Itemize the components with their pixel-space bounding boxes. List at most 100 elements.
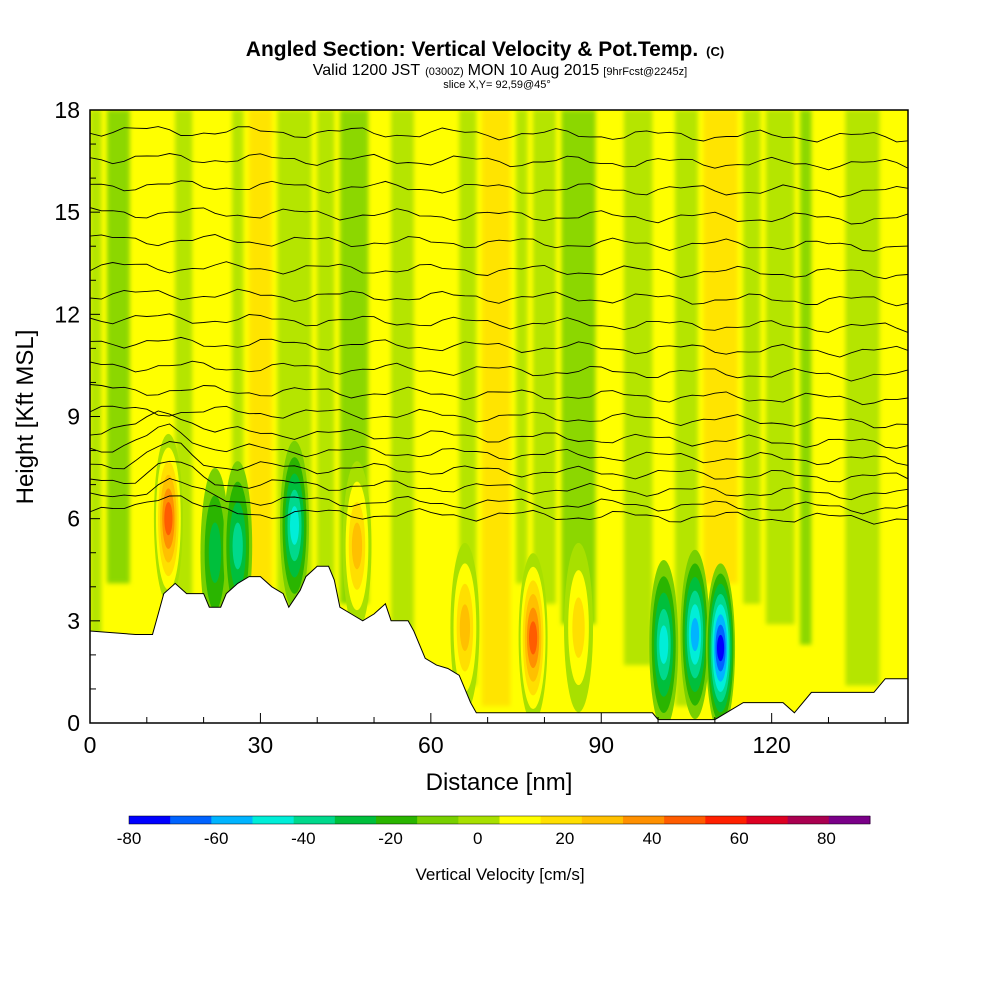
y-tick-label: 0 [67,710,80,736]
colorbar-swatch [417,816,459,824]
velocity-cell [659,625,669,665]
isentrope-line [90,460,908,501]
terrain [90,565,908,723]
colorbar-swatch [623,816,665,824]
x-tick-label: 60 [418,732,444,758]
colorbar: -80 -60 -40 -20 0 20 40 60 80 [117,815,871,848]
colorbar-swatch [376,816,418,824]
velocity-stripe [743,110,761,604]
isentrope-line [90,234,908,252]
velocity-stripes [90,110,880,706]
x-tick-label: 120 [752,732,790,758]
isentrope-line [90,360,908,382]
velocity-cell [459,604,471,652]
isentrope-line [90,153,908,171]
colorbar-tick-label: 60 [730,829,749,848]
velocity-stripe [232,110,244,666]
isentrope-line [90,384,908,406]
velocity-stripe [459,110,477,686]
colorbar-swatch [458,816,500,824]
velocity-cell [572,597,585,658]
x-tick-label: 30 [248,732,274,758]
velocity-stripe [516,110,528,584]
isentrope-line [90,126,908,143]
velocity-cell [208,522,222,583]
colorbar-tick-label: 80 [817,829,836,848]
colorbar-label: Vertical Velocity [cm/s] [415,865,584,884]
colorbar-swatch [170,816,212,824]
y-tick-label: 9 [67,404,80,430]
colorbar-tick-label: -80 [117,829,142,848]
velocity-stripe [90,110,102,706]
chart-slice-info: slice X,Y= 92,59@45° [443,79,551,91]
isentrope-line [90,478,908,515]
colorbar-swatch [581,816,624,824]
y-tick-label: 15 [54,199,80,225]
chart-subtitle: Valid 1200 JST (0300Z) MON 10 Aug 2015 [9hr… [313,62,687,79]
velocity-stripe [561,110,596,625]
velocity-cells [153,433,736,723]
isentrope-line [90,261,908,280]
velocity-cell [690,617,700,652]
colorbar-tick-label: -60 [204,829,229,848]
y-axis-label: Height [Kft MSL] [12,330,39,505]
colorbar-swatch [334,816,377,824]
x-axis: 0 30 60 90 120 [84,713,886,758]
velocity-cell [232,522,243,570]
x-tick-label: 0 [84,732,97,758]
velocity-cell [290,506,299,545]
colorbar-swatch [211,816,253,824]
colorbar-tick-label: -40 [291,829,316,848]
x-axis-label: Distance [nm] [426,769,573,796]
velocity-stripe [845,110,880,686]
colorbar-swatch [540,816,583,824]
colorbar-swatch [828,816,871,824]
velocity-stripe [481,110,511,706]
x-tick-label: 90 [588,732,614,758]
colorbar-tick-label: -20 [378,829,403,848]
y-tick-label: 3 [67,608,80,634]
colorbar-swatch [746,816,789,824]
isentrope-line [90,288,908,307]
velocity-stripe [765,110,795,625]
velocity-stripe [533,110,556,604]
colorbar-swatch [705,816,747,824]
velocity-stripe [391,110,414,645]
colorbar-tick-label: 0 [473,829,482,848]
isentrope-line [90,180,908,198]
chart-title: Angled Section: Vertical Velocity & Pot.… [246,38,724,61]
colorbar-frame [128,815,871,825]
isentrope-line [90,207,908,225]
isentrope-line [90,336,908,358]
velocity-cell [351,522,363,570]
isentrope-line [90,405,908,429]
colorbar-swatch [499,816,542,824]
velocity-stripe [249,110,272,686]
colorbar-tick-label: 40 [643,829,662,848]
colorbar-swatch [129,816,171,824]
y-tick-label: 12 [54,301,80,327]
plot-area [90,110,908,723]
velocity-cell [164,502,173,536]
velocity-stripe [800,110,812,645]
velocity-stripe [623,110,653,666]
isentrope-line [90,410,908,449]
potential-temperature-isentropes [90,126,908,525]
colorbar-tick-label: 20 [555,829,574,848]
velocity-cell [529,621,538,655]
isentrope-line [90,313,908,333]
isentrope-line [90,441,908,483]
colorbar-swatch [293,816,336,824]
colorbar-swatch [252,816,295,824]
colorbar-swatch [664,816,706,824]
velocity-stripe [317,110,335,584]
y-tick-label: 18 [54,97,80,123]
y-tick-label: 6 [67,506,80,532]
velocity-cell [716,634,725,662]
isentrope-line [90,495,908,525]
colorbar-swatch [787,816,830,824]
velocity-stripe [703,110,738,584]
isentrope-line [90,423,908,466]
y-axis: 0 3 6 9 12 15 18 [54,97,100,736]
